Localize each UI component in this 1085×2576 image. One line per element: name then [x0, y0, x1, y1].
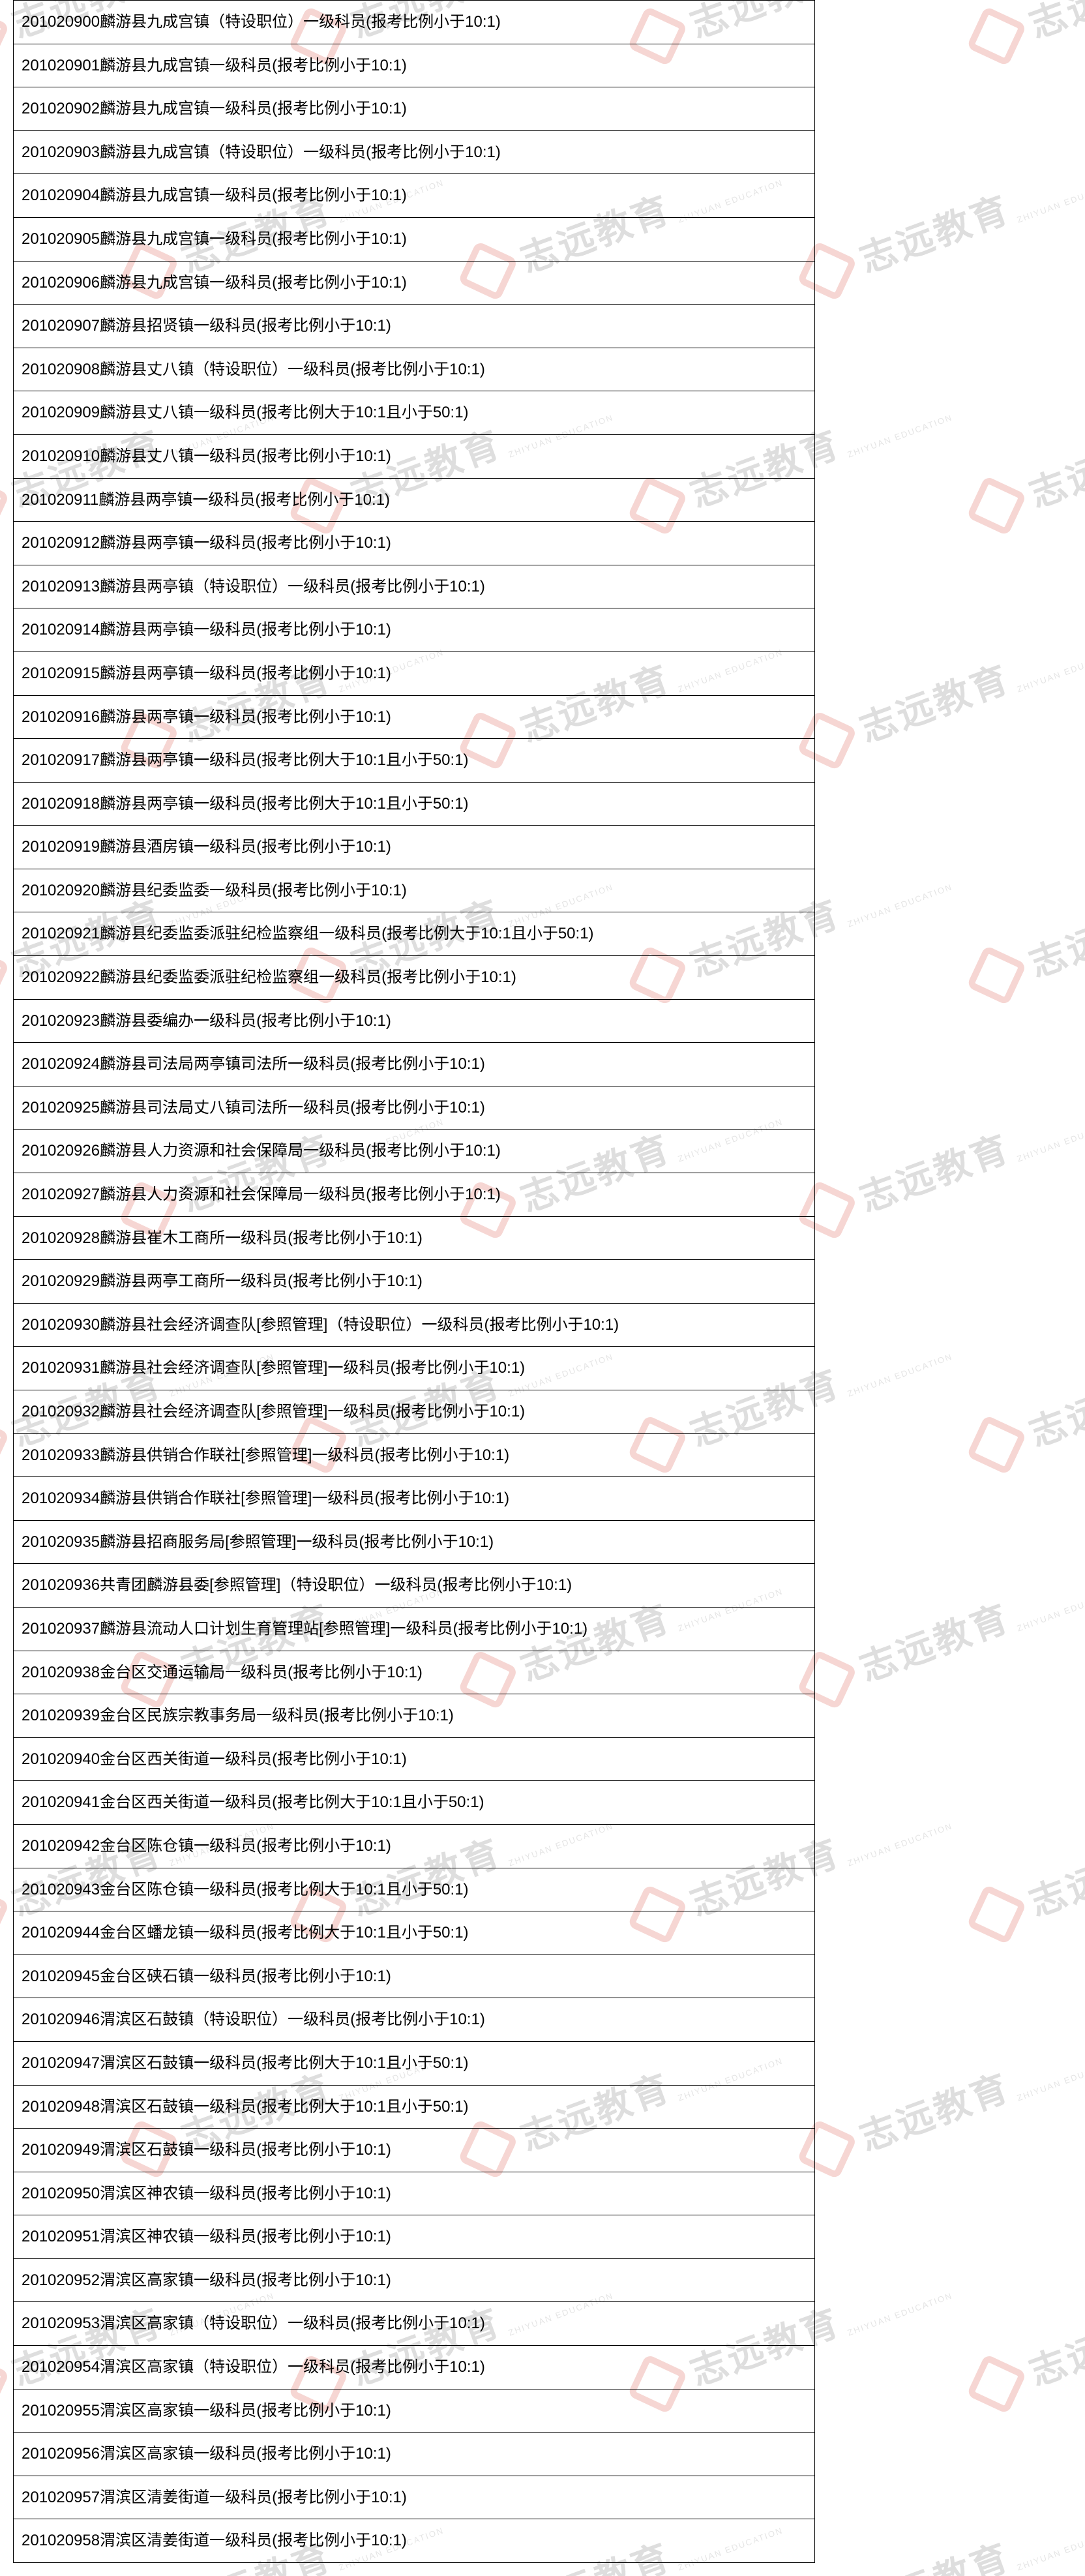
table-row: 201020935麟游县招商服务局[参照管理]一级科员(报考比例小于10:1) [14, 1520, 815, 1564]
table-row: 201020947渭滨区石鼓镇一级科员(报考比例大于10:1且小于50:1) [14, 2041, 815, 2085]
watermark-logo-icon [0, 6, 10, 67]
watermark-logo-icon [0, 475, 10, 536]
watermark-logo-icon [0, 1415, 10, 1475]
watermark-logo-icon [0, 2354, 10, 2414]
table-row: 201020958渭滨区清姜街道一级科员(报考比例小于10:1) [14, 2519, 815, 2563]
table-row: 201020954渭滨区高家镇（特设职位）一级科员(报考比例小于10:1) [14, 2346, 815, 2389]
table-row: 201020949渭滨区石鼓镇一级科员(报考比例小于10:1) [14, 2129, 815, 2172]
table-row: 201020927麟游县人力资源和社会保障局一级科员(报考比例小于10:1) [14, 1173, 815, 1217]
table-row: 201020900麟游县九成宫镇（特设职位）一级科员(报考比例小于10:1) [14, 1, 815, 44]
table-row: 201020903麟游县九成宫镇（特设职位）一级科员(报考比例小于10:1) [14, 130, 815, 174]
table-row: 201020948渭滨区石鼓镇一级科员(报考比例大于10:1且小于50:1) [14, 2085, 815, 2129]
table-row: 201020955渭滨区高家镇一级科员(报考比例小于10:1) [14, 2389, 815, 2433]
table-row: 201020951渭滨区神农镇一级科员(报考比例小于10:1) [14, 2215, 815, 2259]
table-row: 201020952渭滨区高家镇一级科员(报考比例小于10:1) [14, 2258, 815, 2302]
table-row: 201020933麟游县供销合作联社[参照管理]一级科员(报考比例小于10:1) [14, 1433, 815, 1477]
table-row: 201020936共青团麟游县委[参照管理]（特设职位）一级科员(报考比例小于1… [14, 1564, 815, 1608]
table-row: 201020925麟游县司法局丈八镇司法所一级科员(报考比例小于10:1) [14, 1086, 815, 1130]
table-row: 201020930麟游县社会经济调查队[参照管理]（特设职位）一级科员(报考比例… [14, 1303, 815, 1347]
table-row: 201020913麟游县两亭镇（特设职位）一级科员(报考比例小于10:1) [14, 565, 815, 608]
table-row: 201020914麟游县两亭镇一级科员(报考比例小于10:1) [14, 608, 815, 652]
table-row: 201020907麟游县招贤镇一级科员(报考比例小于10:1) [14, 305, 815, 348]
table-row: 201020918麟游县两亭镇一级科员(报考比例大于10:1且小于50:1) [14, 782, 815, 826]
side-column [835, 1, 1072, 2563]
table-row: 201020932麟游县社会经济调查队[参照管理]一级科员(报考比例小于10:1… [14, 1390, 815, 1434]
watermark-logo-icon [0, 945, 10, 1006]
table-row: 201020916麟游县两亭镇一级科员(报考比例小于10:1) [14, 695, 815, 739]
table-row: 201020908麟游县丈八镇（特设职位）一级科员(报考比例小于10:1) [14, 348, 815, 391]
table-row: 201020909麟游县丈八镇一级科员(报考比例大于10:1且小于50:1) [14, 391, 815, 435]
table-row: 201020910麟游县丈八镇一级科员(报考比例小于10:1) [14, 434, 815, 478]
table-row: 201020923麟游县委编办一级科员(报考比例小于10:1) [14, 999, 815, 1043]
table-row: 201020905麟游县九成宫镇一级科员(报考比例小于10:1) [14, 217, 815, 261]
table-row: 201020934麟游县供销合作联社[参照管理]一级科员(报考比例小于10:1) [14, 1477, 815, 1521]
table-row: 201020929麟游县两亭工商所一级科员(报考比例小于10:1) [14, 1260, 815, 1304]
table-row: 201020939金台区民族宗教事务局一级科员(报考比例小于10:1) [14, 1694, 815, 1738]
table-row: 201020945金台区硖石镇一级科员(报考比例小于10:1) [14, 1954, 815, 1998]
table-row: 201020956渭滨区高家镇一级科员(报考比例小于10:1) [14, 2433, 815, 2476]
position-table: 201020900麟游县九成宫镇（特设职位）一级科员(报考比例小于10:1)20… [13, 0, 1072, 2563]
table-row: 201020904麟游县九成宫镇一级科员(报考比例小于10:1) [14, 174, 815, 218]
table-row: 201020906麟游县九成宫镇一级科员(报考比例小于10:1) [14, 261, 815, 305]
table-row: 201020943金台区陈仓镇一级科员(报考比例大于10:1且小于50:1) [14, 1868, 815, 1911]
table-row: 201020953渭滨区高家镇（特设职位）一级科员(报考比例小于10:1) [14, 2302, 815, 2346]
table-row: 201020942金台区陈仓镇一级科员(报考比例小于10:1) [14, 1824, 815, 1868]
table-row: 201020944金台区蟠龙镇一级科员(报考比例大于10:1且小于50:1) [14, 1911, 815, 1955]
table-row: 201020921麟游县纪委监委派驻纪检监察组一级科员(报考比例大于10:1且小… [14, 912, 815, 956]
table-row: 201020911麟游县两亭镇一级科员(报考比例小于10:1) [14, 478, 815, 522]
page: 志远教育ZHIYUAN EDUCATION志远教育ZHIYUAN EDUCATI… [0, 0, 1085, 2576]
table-row: 201020917麟游县两亭镇一级科员(报考比例大于10:1且小于50:1) [14, 739, 815, 783]
table-row: 201020938金台区交通运输局一级科员(报考比例小于10:1) [14, 1651, 815, 1694]
table-row: 201020931麟游县社会经济调查队[参照管理]一级科员(报考比例小于10:1… [14, 1347, 815, 1390]
table-row: 201020957渭滨区清姜街道一级科员(报考比例小于10:1) [14, 2476, 815, 2519]
table-row: 201020940金台区西关街道一级科员(报考比例小于10:1) [14, 1737, 815, 1781]
table-row: 201020901麟游县九成宫镇一级科员(报考比例小于10:1) [14, 44, 815, 87]
table-row: 201020912麟游县两亭镇一级科员(报考比例小于10:1) [14, 522, 815, 565]
table-row: 201020950渭滨区神农镇一级科员(报考比例小于10:1) [14, 2172, 815, 2215]
table-row: 201020902麟游县九成宫镇一级科员(报考比例小于10:1) [14, 87, 815, 131]
table-row: 201020928麟游县崔木工商所一级科员(报考比例小于10:1) [14, 1216, 815, 1260]
table-row: 201020924麟游县司法局两亭镇司法所一级科员(报考比例小于10:1) [14, 1043, 815, 1086]
table-row: 201020937麟游县流动人口计划生育管理站[参照管理]一级科员(报考比例小于… [14, 1607, 815, 1651]
watermark-logo-icon [0, 1884, 10, 1945]
table-row: 201020919麟游县酒房镇一级科员(报考比例小于10:1) [14, 826, 815, 869]
table-row: 201020946渭滨区石鼓镇（特设职位）一级科员(报考比例小于10:1) [14, 1998, 815, 2042]
table-row: 201020920麟游县纪委监委一级科员(报考比例小于10:1) [14, 869, 815, 912]
table-row: 201020915麟游县两亭镇一级科员(报考比例小于10:1) [14, 651, 815, 695]
table-row: 201020941金台区西关街道一级科员(报考比例大于10:1且小于50:1) [14, 1781, 815, 1825]
gap-column [814, 1, 834, 2563]
table-row: 201020922麟游县纪委监委派驻纪检监察组一级科员(报考比例小于10:1) [14, 956, 815, 1000]
table-row: 201020926麟游县人力资源和社会保障局一级科员(报考比例小于10:1) [14, 1130, 815, 1173]
